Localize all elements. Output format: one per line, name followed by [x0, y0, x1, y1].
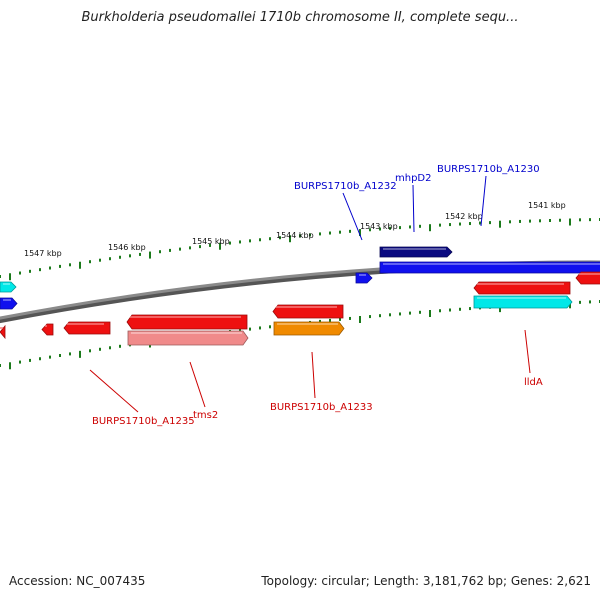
- tick-label: 1541 kbp: [528, 201, 566, 210]
- gene-arrow: [272, 304, 344, 319]
- gene-arrow: [273, 321, 345, 336]
- gene-arrow: [473, 295, 573, 309]
- gene-label-reverse: BURPS1710b_A1235: [92, 416, 195, 427]
- label-leader: [311, 351, 316, 399]
- gene-arrow: [63, 321, 111, 335]
- tick-label: 1547 kbp: [24, 249, 62, 258]
- gene-arrow: [127, 330, 249, 346]
- tick-label: 1543 kbp: [360, 222, 398, 231]
- label-leader: [189, 361, 206, 408]
- label-leader: [89, 369, 139, 413]
- topology-text: Topology: circular; Length: 3,181,762 bp…: [261, 574, 591, 588]
- gene-label-forward: BURPS1710b_A1230: [437, 164, 540, 175]
- gene-label-reverse: tms2: [193, 410, 218, 421]
- label-leader: [480, 175, 487, 227]
- tick-label: 1546 kbp: [108, 243, 146, 252]
- label-leader: [412, 184, 415, 233]
- gene-label-reverse: BURPS1710b_A1233: [270, 402, 373, 413]
- tick-label: 1544 kbp: [276, 231, 314, 240]
- label-leader: [342, 192, 363, 241]
- gene-label-reverse: lldA: [524, 377, 543, 388]
- gene-arrow: [575, 271, 600, 285]
- gene-arrow: [473, 281, 571, 295]
- label-leader: [524, 329, 531, 374]
- tick-label: 1542 kbp: [445, 212, 483, 221]
- gene-arrow: [0, 324, 6, 340]
- map-title: Burkholderia pseudomallei 1710b chromoso…: [81, 10, 519, 25]
- gene-label-forward: mhpD2: [395, 173, 432, 184]
- gene-arrow: [126, 314, 248, 330]
- tick-label: 1545 kbp: [192, 237, 230, 246]
- gene-label-forward: BURPS1710b_A1232: [294, 181, 397, 192]
- accession-text: Accession: NC_007435: [9, 574, 146, 588]
- gene-arrow: [41, 323, 54, 336]
